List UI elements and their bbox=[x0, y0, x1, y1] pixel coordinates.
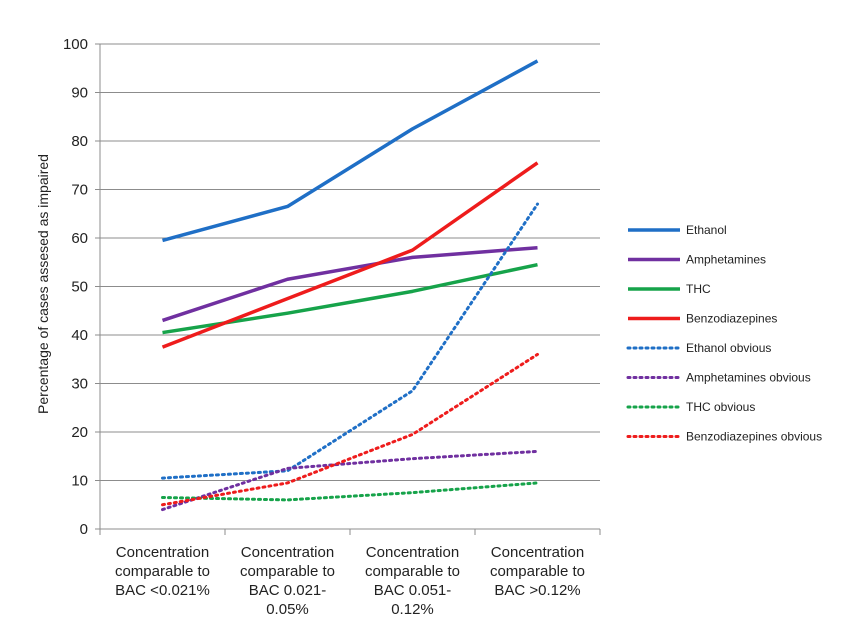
y-tick-label: 90 bbox=[71, 85, 88, 102]
series-line-amphetamines bbox=[161, 245, 538, 323]
legend-label: Amphetamines bbox=[686, 253, 766, 267]
series-line-ethanol bbox=[162, 59, 539, 243]
legend-label: Ethanol obvious bbox=[686, 341, 771, 355]
series-line-ethanol-obvious bbox=[161, 202, 539, 480]
y-tick-label: 50 bbox=[71, 279, 88, 296]
y-tick-label: 70 bbox=[71, 182, 88, 199]
y-axis-label: Percentage of cases assesed as impaired bbox=[35, 154, 51, 414]
x-tick-label: Concentration comparable to BAC <0.021% bbox=[115, 544, 210, 599]
legend-label: THC bbox=[686, 282, 711, 296]
axes: 0 10 20 30 40 50 60 70 80 90 100 Concentration compa… bbox=[63, 36, 601, 618]
series-line-thc-obvious bbox=[161, 481, 539, 502]
x-tick-label: Concentration comparable to BAC 0.051-0.12… bbox=[365, 544, 460, 618]
series-lines bbox=[161, 59, 539, 512]
y-tick-label: 80 bbox=[71, 133, 88, 150]
series-line-benzodiazepines-obvious bbox=[161, 352, 539, 507]
legend: Ethanol Amphetamines THC Benzodiazepines Eth… bbox=[626, 223, 822, 444]
y-tick-label: 100 bbox=[63, 36, 88, 53]
series-line-amphetamines-obvious bbox=[161, 449, 539, 512]
gridlines bbox=[100, 43, 600, 481]
y-tick-label: 10 bbox=[71, 473, 88, 490]
legend-label: Benzodiazepines bbox=[686, 312, 777, 326]
y-tick-label: 0 bbox=[80, 521, 88, 538]
y-tick-label: 60 bbox=[71, 230, 88, 247]
legend-label: Amphetamines obvious bbox=[686, 371, 811, 385]
y-tick-label: 30 bbox=[71, 376, 88, 393]
y-tick-label: 40 bbox=[71, 327, 88, 344]
series-line-benzodiazepines bbox=[161, 161, 539, 349]
legend-label: Benzodiazepines obvious bbox=[686, 430, 822, 444]
y-tick-label: 20 bbox=[71, 424, 88, 441]
legend-label: Ethanol bbox=[686, 223, 727, 237]
legend-label: THC obvious bbox=[686, 400, 755, 414]
x-tick-label: Concentration comparable to BAC >0.12% bbox=[490, 544, 585, 599]
x-tick-label: Concentration comparable to BAC 0.021-0.05… bbox=[240, 544, 335, 618]
